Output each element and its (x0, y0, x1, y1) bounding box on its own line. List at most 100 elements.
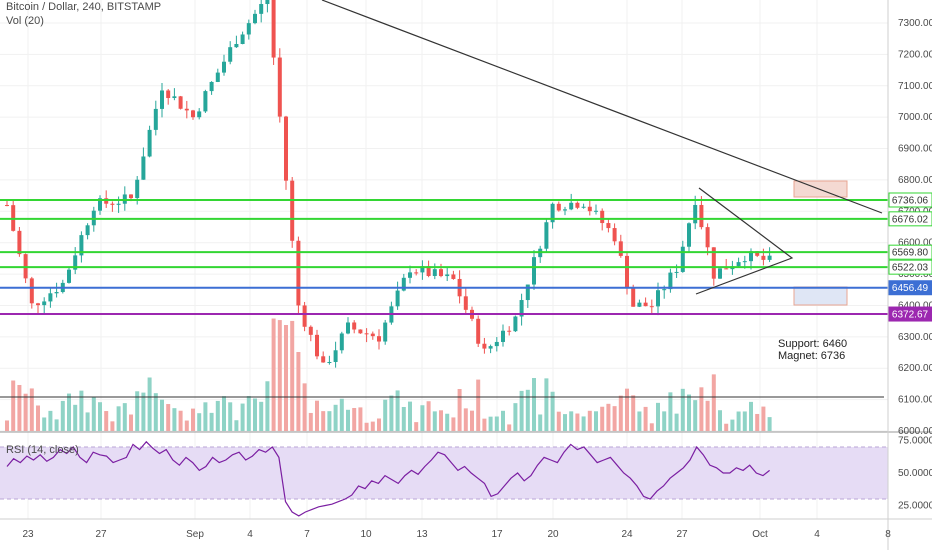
candle-body (346, 322, 350, 334)
candle-body (426, 266, 431, 276)
candle-body (370, 333, 375, 337)
rsi-label[interactable]: RSI (14, close) (6, 444, 79, 456)
volume-bar (711, 374, 716, 431)
volume-bar (656, 402, 660, 431)
candle-body (141, 156, 146, 180)
candle-body (488, 346, 493, 349)
candle-body (110, 203, 115, 205)
candle-body (513, 316, 518, 332)
candle-body (755, 251, 760, 256)
volume-bar (569, 411, 574, 431)
candle-body (395, 290, 400, 307)
candle-body (550, 203, 555, 223)
candle-body (333, 350, 338, 362)
level-price-tag (888, 306, 932, 322)
candle-body (414, 272, 419, 274)
volume-bar (91, 397, 96, 431)
level-price-label: 6569.80 (892, 248, 929, 259)
volume-bar (680, 388, 685, 431)
volume-bar (209, 412, 214, 431)
volume-bar (135, 391, 140, 431)
volume-bar (755, 413, 760, 431)
volume-bar (42, 417, 47, 431)
level-price-tag (888, 280, 932, 296)
candle-body (761, 255, 766, 260)
candle-body (569, 202, 574, 210)
candle-body (191, 110, 195, 118)
rsi-axis[interactable]: 75.0000 50.0000 25.0000 (898, 436, 932, 512)
descending-trendline[interactable] (321, 0, 883, 214)
candle-body (321, 356, 326, 363)
price-tick-label: 6000.00 (898, 426, 932, 437)
candle-body (222, 61, 226, 73)
time-axis[interactable]: 23 27 Sep 4 7 10 13 17 20 24 27 Oct 4 8 (22, 529, 891, 540)
volume-bar (563, 414, 567, 431)
volume-bar (116, 406, 121, 431)
volume-bar (749, 401, 753, 431)
candle-body (184, 108, 189, 111)
candle-body (649, 306, 654, 308)
candle-body (172, 96, 177, 99)
volume-bar (408, 401, 412, 431)
candle-body (643, 302, 648, 307)
candle-body (308, 326, 313, 335)
candle-body (742, 261, 747, 263)
symmetrical-triangle[interactable] (695, 187, 794, 295)
price-tick-label: 6600.00 (898, 238, 932, 249)
rsi-band (0, 447, 888, 499)
candle-body (724, 268, 729, 270)
volume-bar (525, 389, 530, 431)
rsi-tick-label: 75.0000 (898, 436, 932, 447)
volume-bar (302, 383, 307, 431)
volume-bar (60, 400, 65, 431)
horizontal-levels[interactable] (0, 198, 888, 316)
volume-bar (265, 381, 270, 431)
volume-bar (718, 410, 722, 431)
volume-label[interactable]: Vol (20) (6, 15, 44, 27)
candle-body (197, 111, 202, 118)
volume-bar (730, 419, 735, 431)
candle-body (153, 108, 158, 130)
grid-layer (0, 0, 889, 519)
time-tick-label: 13 (416, 529, 428, 540)
volume-bar (215, 400, 220, 431)
volume-bar (581, 416, 586, 431)
candle-body (5, 205, 9, 207)
candle-body (556, 203, 561, 211)
volume-bar (253, 398, 257, 431)
candle-body (228, 47, 233, 62)
volume-bar (600, 406, 605, 431)
symbol-title[interactable]: Bitcoin / Dollar, 240, BITSTAMP (6, 1, 162, 13)
candle-body (637, 302, 642, 307)
price-axis[interactable]: 7300.00 7200.00 7100.00 7000.00 6900.00 6800.… (898, 18, 932, 437)
volume-bar (705, 400, 710, 431)
volume-bar (575, 413, 580, 431)
candle-body (408, 272, 412, 278)
candle-body (178, 96, 183, 109)
price-tick-label: 6800.00 (898, 175, 932, 186)
candle-body (507, 330, 512, 332)
candle-body (116, 203, 121, 205)
candle-body (203, 91, 208, 112)
volume-bar (426, 401, 431, 431)
candle-body (482, 343, 487, 349)
volume-bar (501, 410, 505, 431)
candle-body (594, 210, 598, 212)
volume-bar (761, 406, 766, 431)
volume-bar (54, 419, 59, 431)
candle-body (85, 225, 90, 236)
volume-bar (395, 390, 400, 431)
volume-bar (240, 403, 245, 431)
volume-bars (5, 318, 772, 431)
volume-bar (556, 411, 561, 431)
candle-body (401, 277, 406, 291)
volume-bar (550, 391, 555, 431)
volume-bar (110, 421, 115, 431)
time-tick-label: 24 (621, 529, 633, 540)
candle-body (129, 194, 133, 199)
volume-bar (271, 318, 276, 431)
volume-bar (420, 405, 425, 431)
level-price-tag (888, 192, 932, 208)
time-tick-label: 4 (814, 529, 820, 540)
